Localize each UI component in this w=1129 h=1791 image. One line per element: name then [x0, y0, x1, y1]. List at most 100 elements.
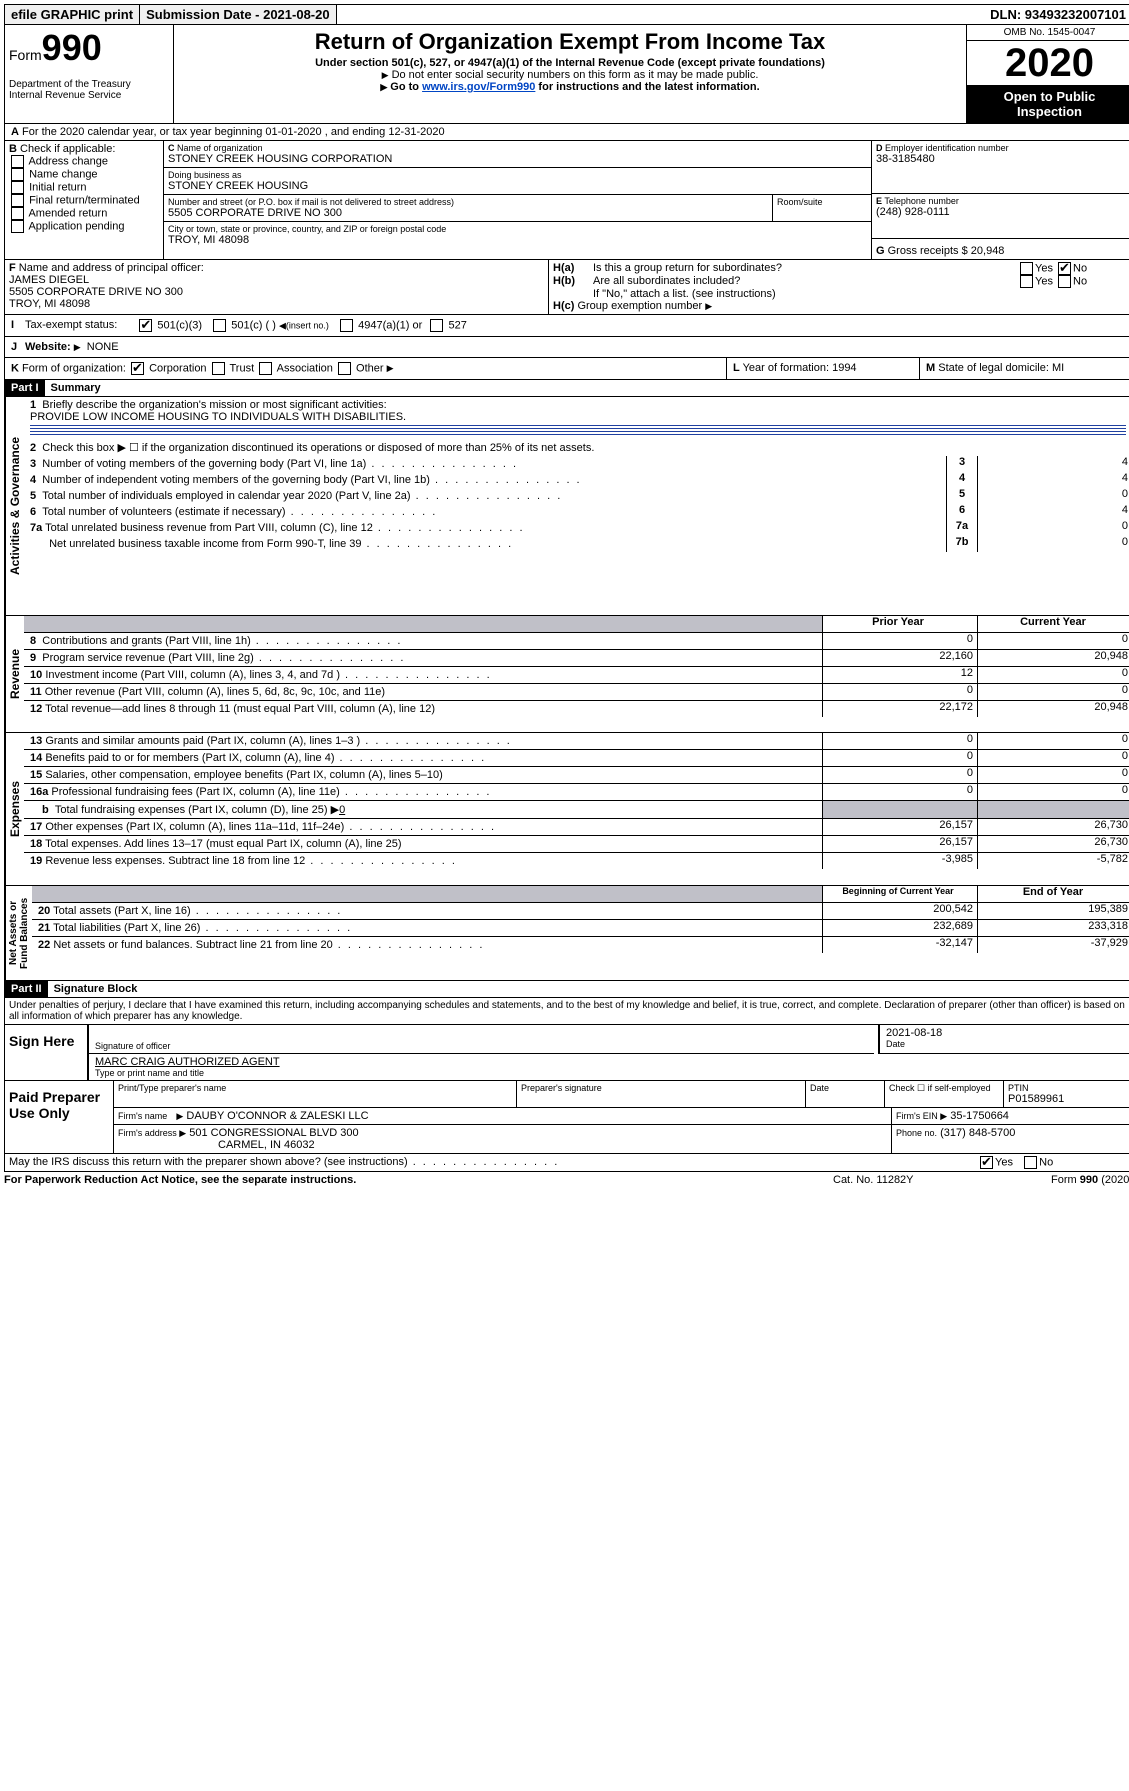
- m-label: State of legal domicile:: [938, 362, 1049, 374]
- discuss-text: May the IRS discuss this return with the…: [9, 1156, 559, 1168]
- l9-text: Program service revenue (Part VIII, line…: [42, 652, 405, 664]
- ptin-value: P01589961: [1008, 1093, 1128, 1105]
- p10: 12: [822, 667, 977, 683]
- note-goto-post: for instructions and the latest informat…: [535, 81, 759, 93]
- c13: 0: [977, 733, 1129, 749]
- firm-name-label: Firm's name: [118, 1111, 167, 1121]
- l20-text: Total assets (Part X, line 16): [53, 905, 342, 917]
- line-a: A For the 2020 calendar year, or tax yea…: [4, 124, 1129, 141]
- firm-addr2: CARMEL, IN 46032: [218, 1139, 315, 1151]
- phone-label: Telephone number: [884, 196, 959, 206]
- officer-addr1: 5505 CORPORATE DRIVE NO 300: [9, 286, 544, 298]
- sign-here-label: Sign Here: [5, 1025, 83, 1080]
- section-rev: Revenue: [5, 616, 24, 732]
- entity-block: B Check if applicable: Address change Na…: [4, 141, 1129, 260]
- l21-text: Total liabilities (Part X, line 26): [53, 922, 352, 934]
- l-label: Year of formation:: [743, 362, 829, 374]
- c20: 195,389: [977, 903, 1129, 919]
- prep-phone-label: Phone no.: [896, 1128, 937, 1138]
- p11: 0: [822, 684, 977, 700]
- dept-irs: Internal Revenue Service: [9, 90, 169, 101]
- c12: 20,948: [977, 701, 1129, 717]
- l16a-text: Professional fundraising fees (Part IX, …: [51, 786, 491, 798]
- b-opt-address: Address change: [28, 155, 108, 167]
- firm-addr-label: Firm's address ▶: [118, 1128, 186, 1138]
- prep-sig-label: Preparer's signature: [521, 1083, 801, 1093]
- hc-text: Group exemption number: [577, 300, 702, 312]
- discuss-no: No: [1039, 1156, 1053, 1168]
- l16b-text: Total fundraising expenses (Part IX, col…: [55, 804, 339, 816]
- ein-label: Employer identification number: [885, 143, 1009, 153]
- c21: 233,318: [977, 920, 1129, 936]
- l7a-text: Total unrelated business revenue from Pa…: [45, 522, 524, 534]
- form-number: Form990: [9, 27, 169, 69]
- note-ssn: Do not enter social security numbers on …: [392, 69, 759, 81]
- phone-value: (248) 928-0111: [876, 206, 1128, 218]
- part-i-body: Activities & Governance 1 Briefly descri…: [4, 397, 1129, 616]
- ein-value: 38-3185480: [876, 153, 1128, 165]
- revenue-section: Revenue Prior YearCurrent Year 8 Contrib…: [4, 616, 1129, 733]
- efile-label[interactable]: efile GRAPHIC print: [5, 5, 140, 24]
- discuss-yes: Yes: [995, 1156, 1013, 1168]
- prep-date-label: Date: [810, 1083, 880, 1093]
- b-label: Check if applicable:: [20, 143, 115, 155]
- b-opt-amended: Amended return: [28, 207, 107, 219]
- l10-text: Investment income (Part VIII, column (A)…: [45, 669, 491, 681]
- l4-text: Number of independent voting members of …: [42, 474, 581, 486]
- firm-addr1: 501 CONGRESSIONAL BLVD 300: [189, 1127, 358, 1139]
- l4-val: 4: [978, 472, 1129, 488]
- l3-val: 4: [978, 456, 1129, 472]
- state-domicile: MI: [1052, 362, 1064, 374]
- dept-treasury: Department of the Treasury: [9, 79, 169, 90]
- footer: For Paperwork Reduction Act Notice, see …: [4, 1172, 1129, 1188]
- p16a: 0: [822, 784, 977, 800]
- tax-year: 2020: [967, 41, 1129, 85]
- p18: 26,157: [822, 836, 977, 852]
- k-other: Other: [356, 362, 384, 374]
- part-i-header: Part I Summary: [4, 380, 1129, 397]
- city-label: City or town, state or province, country…: [168, 224, 867, 234]
- c-name-label: Name of organization: [177, 143, 263, 153]
- l15-text: Salaries, other compensation, employee b…: [45, 769, 442, 781]
- l8-text: Contributions and grants (Part VIII, lin…: [42, 635, 402, 647]
- form-header: Form990 Department of the Treasury Inter…: [4, 25, 1129, 124]
- prep-name-label: Print/Type preparer's name: [118, 1083, 512, 1093]
- typed-name: MARC CRAIG AUTHORIZED AGENT: [95, 1056, 1126, 1068]
- p15: 0: [822, 767, 977, 783]
- l1-label: Briefly describe the organization's miss…: [42, 399, 386, 411]
- ha-text: Is this a group return for subordinates?: [593, 262, 1018, 275]
- form-prefix: Form: [9, 47, 42, 63]
- b-opt-pending: Application pending: [28, 220, 124, 232]
- netassets-section: Net Assets or Fund Balances Beginning of…: [4, 886, 1129, 981]
- section-exp: Expenses: [5, 733, 24, 885]
- part-i-title: Summary: [45, 382, 101, 394]
- line-a-text: For the 2020 calendar year, or tax year …: [22, 126, 445, 138]
- part-ii-label: Part II: [5, 981, 48, 997]
- l5-val: 0: [978, 488, 1129, 504]
- l13-text: Grants and similar amounts paid (Part IX…: [45, 735, 512, 747]
- form-subtitle: Under section 501(c), 527, or 4947(a)(1)…: [178, 57, 962, 69]
- paid-preparer-block: Paid Preparer Use Only Print/Type prepar…: [4, 1081, 1129, 1154]
- ptin-label: PTIN: [1008, 1083, 1128, 1093]
- current-year-label: Current Year: [977, 616, 1129, 632]
- c14: 0: [977, 750, 1129, 766]
- sign-here-block: Sign Here Signature of officer 2021-08-1…: [4, 1025, 1129, 1081]
- room-label: Room/suite: [777, 197, 867, 207]
- c22: -37,929: [977, 937, 1129, 953]
- website-value: NONE: [87, 341, 119, 353]
- c10: 0: [977, 667, 1129, 683]
- open-public-2: Inspection: [1017, 104, 1082, 119]
- p19: -3,985: [822, 853, 977, 869]
- officer-name: JAMES DIEGEL: [9, 274, 544, 286]
- instructions-link[interactable]: www.irs.gov/Form990: [422, 81, 535, 93]
- city-state-zip: TROY, MI 48098: [168, 234, 867, 246]
- p22: -32,147: [822, 937, 977, 953]
- b-opt-name: Name change: [29, 168, 98, 180]
- l7b-val: 0: [978, 536, 1129, 552]
- part-ii-title: Signature Block: [48, 983, 138, 995]
- year-formation: 1994: [832, 362, 856, 374]
- l2-text: Check this box ▶ ☐ if the organization d…: [42, 442, 594, 454]
- paid-preparer-label: Paid Preparer Use Only: [5, 1081, 113, 1153]
- dln: DLN: 93493232007101: [984, 5, 1129, 24]
- street-address: 5505 CORPORATE DRIVE NO 300: [168, 207, 768, 219]
